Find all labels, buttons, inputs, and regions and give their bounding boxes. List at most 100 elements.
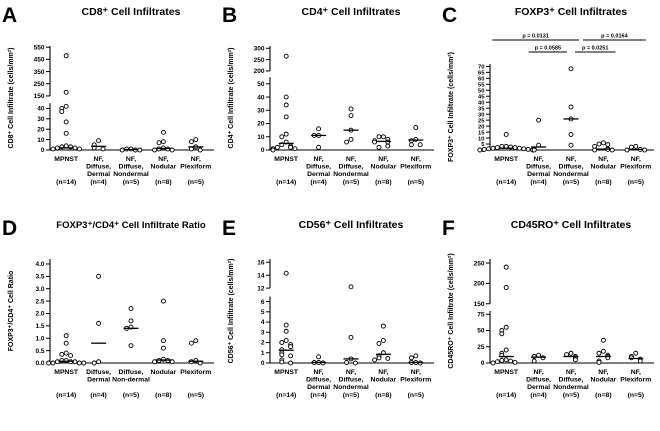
data-point	[63, 53, 69, 59]
data-point	[503, 264, 509, 270]
x-category-label: Diffuse,	[119, 369, 144, 376]
x-category-label: NF,	[533, 156, 543, 163]
x-category-label: NF,	[346, 156, 356, 163]
data-point	[76, 146, 82, 152]
sample-size-label: (n=5)	[628, 392, 644, 399]
data-point	[128, 343, 134, 349]
data-point	[81, 360, 87, 366]
panel-E-chart: E CD56⁺ Cell Infiltrates CD56⁺ Cell Infilt…	[222, 217, 434, 399]
data-point	[288, 144, 294, 150]
x-category-label: Nondermal	[333, 171, 369, 178]
data-point	[160, 356, 166, 362]
panel-letter: E	[222, 217, 236, 240]
sample-size-label: (n=4)	[310, 179, 326, 186]
data-point	[499, 331, 505, 337]
data-point	[372, 139, 378, 145]
data-point	[59, 109, 65, 114]
panel-A-chart: A CD8⁺ Cell Infiltrates CD8⁺ Cell Infiltra…	[2, 4, 214, 186]
x-category-label: Nodular	[151, 164, 177, 171]
y-tick-label: 250	[254, 57, 265, 64]
data-point	[503, 357, 509, 363]
sample-size-label: (n=4)	[530, 179, 546, 186]
y-tick-label: 14	[257, 272, 265, 279]
x-category-label: Diffuse,	[306, 164, 331, 171]
data-point	[76, 360, 82, 366]
data-point	[270, 147, 276, 153]
x-category-label: Diffuse,	[559, 164, 584, 171]
sample-size-label: (n=14)	[56, 392, 76, 399]
data-point	[503, 132, 509, 137]
y-tick-label: 25	[478, 118, 485, 124]
sample-size-label: (n=5)	[188, 392, 204, 399]
data-point	[63, 89, 69, 95]
data-point	[516, 145, 522, 151]
y-tick-label: 2.5	[35, 298, 44, 305]
y-axis-label: FOXP3⁺ Cell Infiltrate (cells/mm²)	[448, 52, 455, 162]
x-category-label: Plexiform	[400, 377, 431, 384]
data-point	[160, 345, 166, 351]
y-tick-label: 75	[477, 311, 485, 318]
data-point	[63, 103, 69, 109]
data-point	[531, 147, 537, 153]
data-point	[413, 125, 419, 130]
sample-size-label: (n=5)	[188, 179, 204, 186]
data-point	[413, 353, 419, 359]
data-point	[348, 284, 354, 290]
data-point	[486, 146, 492, 152]
figure-panel-B: B CD4⁺ Cell Infiltrates CD4⁺ Cell Infiltra…	[220, 0, 440, 213]
data-point	[376, 341, 382, 346]
sample-size-label: (n=8)	[595, 392, 611, 399]
y-tick-label: 0	[41, 147, 45, 154]
data-point	[568, 66, 574, 72]
data-point	[288, 360, 294, 366]
sample-size-label: (n=5)	[123, 392, 139, 399]
data-point	[283, 53, 289, 59]
data-point	[59, 351, 65, 357]
data-point	[279, 134, 285, 140]
p-value-label: p = 0.0131	[522, 34, 548, 40]
panel-letter: C	[442, 4, 457, 27]
y-axis-label: CD56⁺ Cell Infiltrate (cells/mm²)	[228, 259, 235, 364]
data-point	[96, 138, 102, 144]
data-point	[128, 318, 134, 324]
y-tick-label: 150	[34, 93, 45, 100]
sample-size-label: (n=5)	[343, 392, 359, 399]
x-category-label: NF,	[93, 156, 103, 163]
x-category-label: NF,	[566, 369, 576, 376]
y-tick-label: 30	[257, 107, 265, 114]
data-point	[292, 146, 298, 152]
x-category-label: Plexiform	[620, 164, 651, 171]
x-category-label: NF,	[191, 156, 201, 163]
panel-title: CD4⁺ Cell Infiltrates	[302, 6, 401, 18]
x-category-label: Nodular	[371, 377, 397, 384]
y-tick-label: 10	[257, 134, 265, 141]
sample-size-label: (n=4)	[530, 392, 546, 399]
data-point	[169, 359, 175, 365]
data-point	[596, 350, 602, 356]
data-point	[96, 359, 102, 365]
y-tick-label: 50	[478, 88, 484, 94]
data-point	[481, 146, 487, 152]
data-point	[600, 140, 606, 146]
x-category-label: Dermal	[87, 171, 110, 178]
x-category-label: NF,	[533, 369, 543, 376]
y-tick-label: 50	[477, 328, 485, 335]
figure-panel-C: C FOXP3⁺ Cell Infiltrates FOXP3⁺ Cell Infi…	[440, 0, 660, 213]
data-point	[193, 137, 199, 143]
sample-size-label: (n=14)	[276, 179, 296, 186]
data-point	[503, 324, 509, 330]
data-point	[385, 143, 391, 149]
data-point	[156, 140, 162, 146]
data-point	[380, 323, 386, 329]
data-point	[152, 359, 158, 365]
y-axis-label: CD4⁺ Cell Infiltrate (cells/mm²)	[228, 48, 235, 149]
x-category-label: NF,	[566, 156, 576, 163]
data-point	[316, 144, 322, 150]
y-tick-label: 300	[254, 45, 265, 52]
x-category-label: Dermal	[307, 171, 330, 178]
data-point	[63, 333, 69, 339]
y-tick-label: 0	[261, 360, 265, 367]
data-point	[152, 147, 158, 153]
x-category-label: NF,	[346, 369, 356, 376]
data-point	[288, 353, 294, 359]
